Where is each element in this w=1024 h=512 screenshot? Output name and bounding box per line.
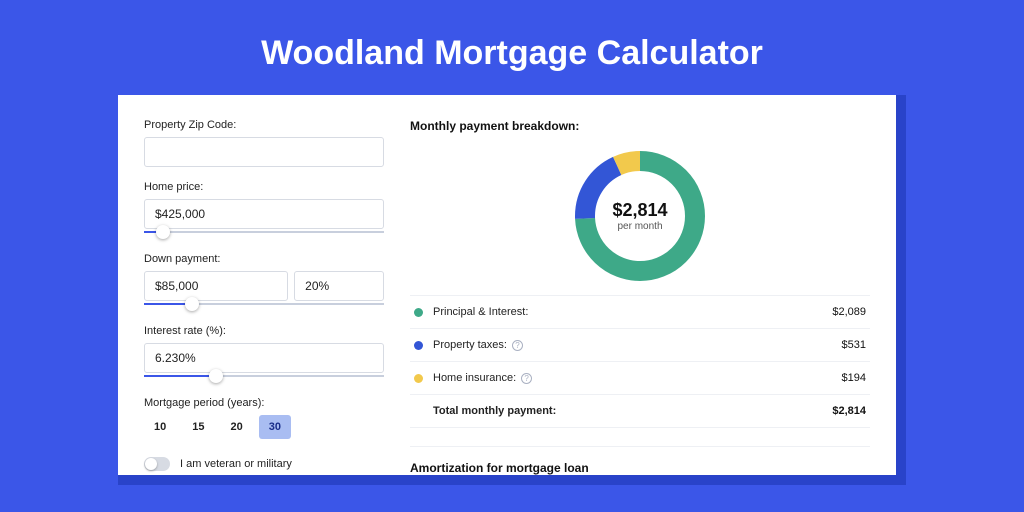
donut-sub: per month [617,221,662,232]
legend-label: Property taxes:? [433,339,842,351]
legend-dot [414,341,423,350]
veteran-label: I am veteran or military [180,458,292,470]
legend-row-total: Total monthly payment:$2,814 [410,395,870,428]
interest-label: Interest rate (%): [144,325,384,337]
legend-value: $194 [842,372,866,384]
down-payment-label: Down payment: [144,253,384,265]
legend-value: $531 [842,339,866,351]
legend-value: $2,089 [832,306,866,318]
period-label: Mortgage period (years): [144,397,384,409]
veteran-row: I am veteran or military [144,457,384,471]
home-price-group: Home price: [144,181,384,239]
zip-input[interactable] [144,137,384,167]
period-btn-20[interactable]: 20 [221,415,253,439]
legend-row-ins: Home insurance:?$194 [410,362,870,395]
info-icon[interactable]: ? [521,373,532,384]
total-value: $2,814 [832,405,866,417]
legend-row-tax: Property taxes:?$531 [410,329,870,362]
slider-thumb[interactable] [209,369,223,383]
toggle-knob [145,458,157,470]
slider-thumb[interactable] [185,297,199,311]
page-title: Woodland Mortgage Calculator [0,0,1024,95]
down-payment-pct-input[interactable] [294,271,384,301]
card-shadow: Property Zip Code: Home price: Down paym… [118,95,906,485]
down-payment-input[interactable] [144,271,288,301]
period-btn-30[interactable]: 30 [259,415,291,439]
amortization-title: Amortization for mortgage loan [410,461,870,475]
slider-thumb[interactable] [156,225,170,239]
inputs-panel: Property Zip Code: Home price: Down paym… [144,119,384,451]
home-price-input[interactable] [144,199,384,229]
down-payment-group: Down payment: [144,253,384,311]
legend-dot [414,308,423,317]
total-label: Total monthly payment: [433,405,832,417]
home-price-slider[interactable] [144,227,384,239]
legend-row-pi: Principal & Interest:$2,089 [410,296,870,329]
period-btn-10[interactable]: 10 [144,415,176,439]
down-payment-slider[interactable] [144,299,384,311]
interest-group: Interest rate (%): [144,325,384,383]
interest-input[interactable] [144,343,384,373]
breakdown-panel: Monthly payment breakdown: $2,814 per mo… [410,119,870,451]
period-btn-15[interactable]: 15 [182,415,214,439]
veteran-toggle[interactable] [144,457,170,471]
period-group: Mortgage period (years): 1015 2030 [144,397,384,439]
breakdown-title: Monthly payment breakdown: [410,119,870,133]
amortization-section: Amortization for mortgage loan Amortizat… [410,446,870,475]
legend: Principal & Interest:$2,089Property taxe… [410,295,870,428]
legend-label: Home insurance:? [433,372,842,384]
donut-chart-wrap: $2,814 per month [410,141,870,295]
donut-amount: $2,814 [612,200,667,221]
legend-label: Principal & Interest: [433,306,832,318]
interest-slider[interactable] [144,371,384,383]
zip-group: Property Zip Code: [144,119,384,167]
donut-chart: $2,814 per month [575,151,705,281]
zip-label: Property Zip Code: [144,119,384,131]
info-icon[interactable]: ? [512,340,523,351]
calculator-card: Property Zip Code: Home price: Down paym… [118,95,896,475]
legend-dot [414,374,423,383]
home-price-label: Home price: [144,181,384,193]
